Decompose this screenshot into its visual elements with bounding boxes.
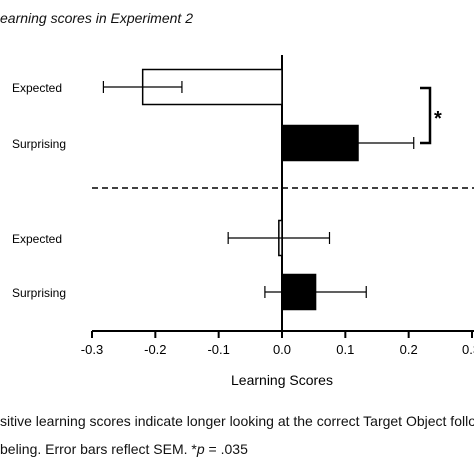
x-tick-label-0: -0.3: [81, 342, 103, 357]
category-label-2: Expected: [12, 232, 62, 246]
chart-title: earning scores in Experiment 2: [0, 10, 193, 26]
caption-text: beling. Error bars reflect SEM. *: [0, 441, 197, 457]
category-label-0: Expected: [12, 81, 62, 95]
significance-bracket: [420, 86, 432, 145]
bar-chart: Expected Surprising Expected Surprising -0.…: [12, 55, 474, 388]
significance-star: *: [434, 108, 442, 130]
category-label-3: Surprising: [12, 286, 66, 300]
category-label-1: Surprising: [12, 137, 66, 151]
caption-line-1: sitive learning scores indicate longer l…: [0, 413, 474, 429]
caption-p-symbol: p: [196, 441, 205, 457]
x-tick-label-5: 0.2: [400, 342, 418, 357]
x-tick-label-1: -0.2: [144, 342, 166, 357]
x-tick-label-2: -0.1: [207, 342, 229, 357]
x-tick-label-3: 0.0: [273, 342, 291, 357]
x-tick-label-4: 0.1: [336, 342, 354, 357]
caption-p-value: = .035: [204, 441, 248, 457]
x-tick-label-6: 0.3: [462, 342, 474, 357]
caption-line-2: beling. Error bars reflect SEM. *p = .03…: [0, 441, 248, 457]
x-axis-label: Learning Scores: [231, 372, 333, 388]
